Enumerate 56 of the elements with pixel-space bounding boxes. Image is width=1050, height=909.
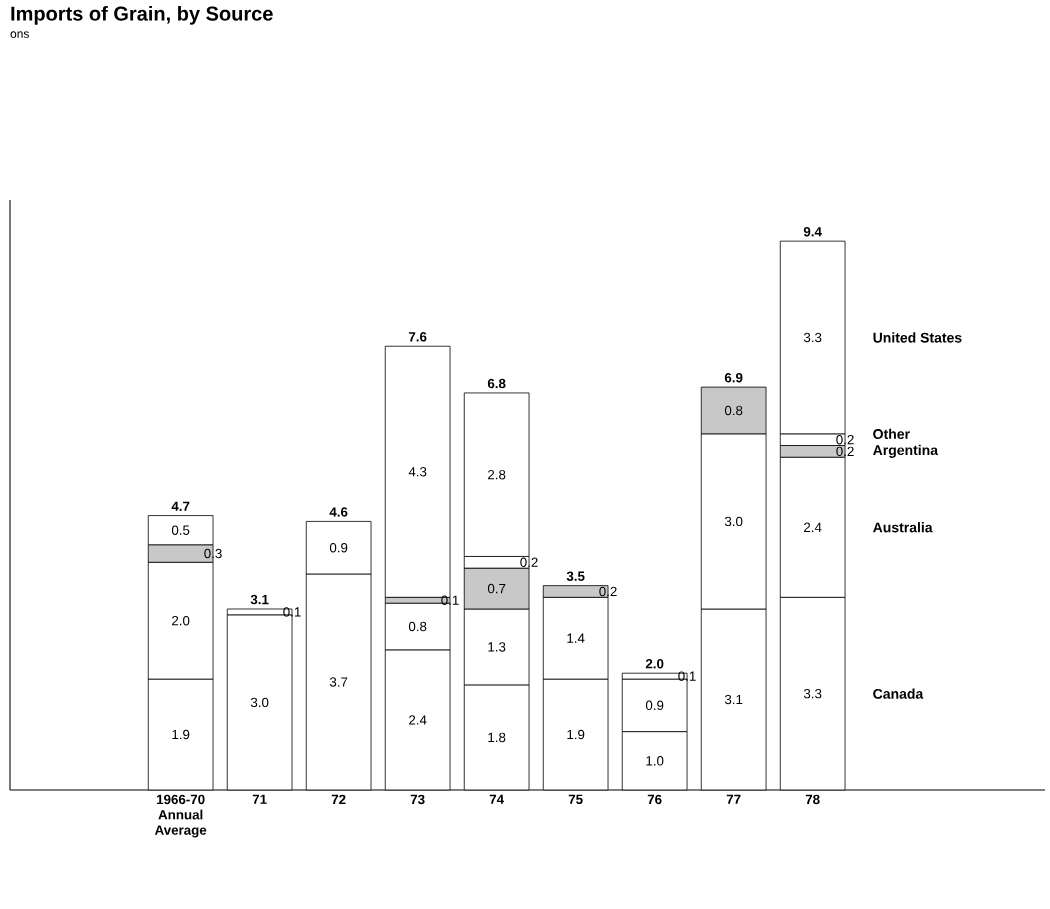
series-label: Australia bbox=[873, 522, 933, 533]
data-label: 2.4 bbox=[804, 522, 822, 532]
data-label: 1.3 bbox=[488, 642, 506, 652]
x-tick-label: 72 bbox=[331, 794, 346, 805]
data-label: 1.9 bbox=[567, 729, 585, 740]
data-label: 0.8 bbox=[408, 621, 427, 632]
data-label: 0.9 bbox=[645, 700, 664, 711]
series-label: Argentina bbox=[873, 444, 939, 458]
data-label: 3.3 bbox=[803, 332, 822, 343]
data-label: 0.8 bbox=[724, 405, 743, 416]
x-tick-label: 73 bbox=[410, 794, 425, 805]
total-label: 6.9 bbox=[724, 372, 743, 383]
total-label: 9.4 bbox=[803, 227, 822, 237]
x-tick-label: 77 bbox=[726, 794, 741, 804]
x-tick-label: 76 bbox=[647, 794, 662, 805]
total-label: 4.6 bbox=[329, 507, 348, 517]
data-label: 3.1 bbox=[724, 694, 743, 705]
text: United States bbox=[873, 332, 962, 343]
text: Other bbox=[873, 428, 910, 439]
data-label: 0.5 bbox=[171, 525, 190, 535]
data-label: 0.1 bbox=[441, 595, 459, 605]
data-label: 1.0 bbox=[646, 756, 664, 766]
x-tick-label: 78 bbox=[805, 794, 820, 805]
text: ons bbox=[10, 31, 29, 38]
data-label: 0.1 bbox=[283, 607, 301, 617]
x-tick-label: 75 bbox=[568, 794, 583, 804]
data-label: 1.9 bbox=[172, 729, 190, 740]
total-label: 7.6 bbox=[408, 332, 427, 342]
data-label: 3.7 bbox=[329, 677, 348, 687]
total-label: 6.8 bbox=[487, 378, 506, 389]
total-label: 2.0 bbox=[645, 659, 664, 669]
data-label: 2.8 bbox=[488, 469, 506, 480]
x-tick-label: 1966-70 Annual Average bbox=[154, 794, 207, 838]
total-label: 3.5 bbox=[566, 571, 585, 581]
data-label: 4.3 bbox=[408, 467, 427, 477]
data-label: 1.4 bbox=[567, 633, 585, 643]
data-label: 0.1 bbox=[678, 671, 696, 681]
data-label: 0.2 bbox=[520, 557, 538, 567]
data-label: 3.3 bbox=[803, 688, 822, 699]
data-label: 3.0 bbox=[724, 516, 743, 527]
data-label: 0.9 bbox=[329, 542, 348, 553]
chart-title: Imports of Grain, by Source bbox=[11, 6, 273, 25]
data-label: 2.4 bbox=[409, 715, 427, 725]
data-label: 0.2 bbox=[836, 446, 854, 457]
data-label: 0.7 bbox=[487, 583, 506, 594]
x-tick-label: 74 bbox=[489, 794, 504, 804]
data-label: 2.0 bbox=[172, 615, 190, 626]
data-label: 0.3 bbox=[204, 548, 222, 559]
data-label: 3.0 bbox=[250, 697, 269, 708]
total-label: 4.7 bbox=[171, 501, 190, 511]
data-label: 1.8 bbox=[488, 732, 506, 743]
x-tick-label: 71 bbox=[252, 794, 267, 804]
data-label: 0.2 bbox=[599, 586, 617, 597]
data-label: 0.2 bbox=[836, 434, 854, 445]
total-label: 3.1 bbox=[250, 594, 269, 605]
text: Canada bbox=[873, 688, 924, 699]
